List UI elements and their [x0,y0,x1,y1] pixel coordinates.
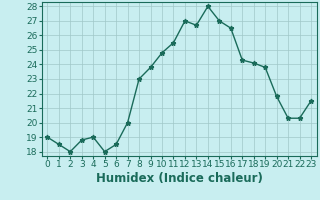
X-axis label: Humidex (Indice chaleur): Humidex (Indice chaleur) [96,172,263,185]
